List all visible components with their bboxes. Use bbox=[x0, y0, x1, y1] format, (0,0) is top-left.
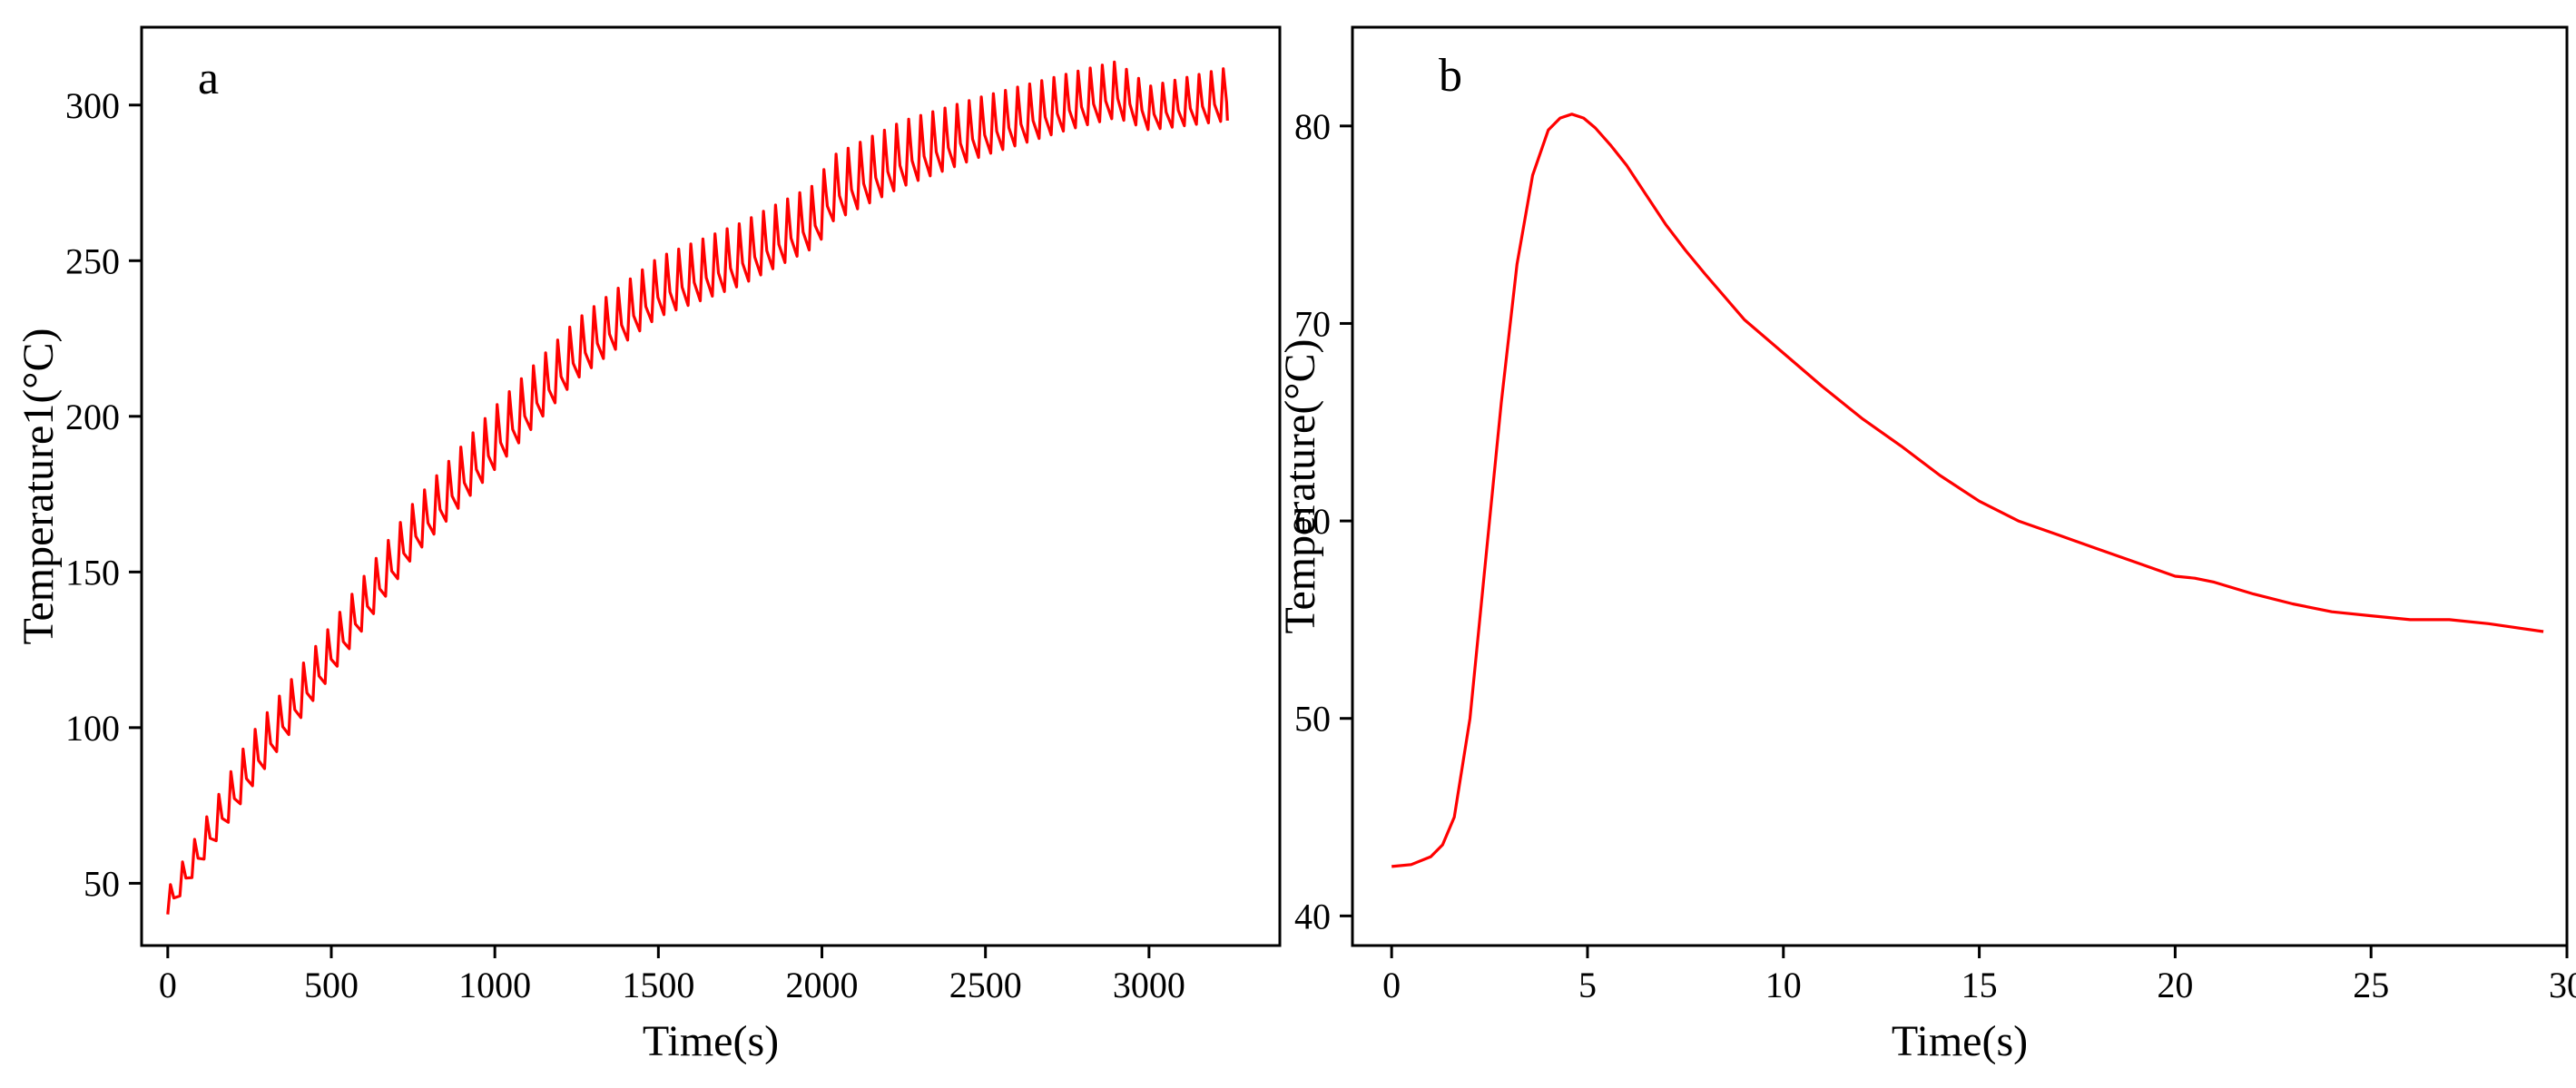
y-tick-label: 50 bbox=[84, 863, 120, 904]
x-axis-title-b: Time(s) bbox=[1892, 1017, 2028, 1065]
x-tick-label: 1000 bbox=[458, 965, 531, 1005]
series-line-b bbox=[1391, 113, 2544, 868]
y-tick-label: 100 bbox=[65, 708, 120, 749]
x-axis-title-a: Time(s) bbox=[643, 1017, 779, 1065]
x-tick-label: 25 bbox=[2353, 965, 2389, 1005]
x-tick-label: 5 bbox=[1578, 965, 1597, 1005]
x-tick-label: 30 bbox=[2549, 965, 2576, 1005]
plot-frame-a bbox=[140, 25, 1282, 947]
panel-label-a: a bbox=[198, 53, 219, 104]
axis-ticks-a: 0 500 1000 1500 2000 2500 3000 50 100 150 200 250 30… bbox=[65, 85, 1185, 1005]
x-tick-label: 15 bbox=[1961, 965, 1998, 1005]
x-tick-label: 0 bbox=[159, 965, 177, 1005]
plot-frame-b bbox=[1351, 25, 2569, 947]
x-tick-label: 500 bbox=[304, 965, 359, 1005]
series-line-a bbox=[166, 60, 1229, 915]
y-axis-title-a: Temperature1(°C) bbox=[15, 328, 63, 644]
chart-panel-a: 0 500 1000 1500 2000 2500 3000 50 100 150 200 250 30… bbox=[15, 25, 1282, 1065]
y-tick-label: 60 bbox=[1294, 501, 1331, 542]
y-tick-label: 250 bbox=[65, 240, 120, 281]
y-axis-title-b: Temperature(°C) bbox=[1276, 338, 1324, 633]
x-tick-label: 3000 bbox=[1113, 965, 1185, 1005]
x-tick-label: 0 bbox=[1382, 965, 1401, 1005]
panel-label-b: b bbox=[1439, 50, 1462, 102]
y-tick-label: 40 bbox=[1294, 896, 1331, 936]
y-tick-label: 200 bbox=[65, 397, 120, 437]
y-tick-label: 150 bbox=[65, 552, 120, 593]
x-tick-label: 20 bbox=[2157, 965, 2193, 1005]
y-tick-label: 70 bbox=[1294, 303, 1331, 344]
y-tick-label: 80 bbox=[1294, 106, 1331, 147]
axis-ticks-b: 0 5 10 15 20 25 30 40 50 60 70 80 bbox=[1294, 106, 2576, 1005]
x-tick-label: 2000 bbox=[786, 965, 859, 1005]
chart-panel-b: 0 5 10 15 20 25 30 40 50 60 70 80 b Time(s) Tempera… bbox=[1276, 25, 2576, 1065]
x-tick-label: 1500 bbox=[622, 965, 694, 1005]
x-tick-label: 10 bbox=[1765, 965, 1802, 1005]
x-tick-label: 2500 bbox=[949, 965, 1022, 1005]
y-tick-label: 50 bbox=[1294, 699, 1331, 740]
y-tick-label: 300 bbox=[65, 85, 120, 126]
